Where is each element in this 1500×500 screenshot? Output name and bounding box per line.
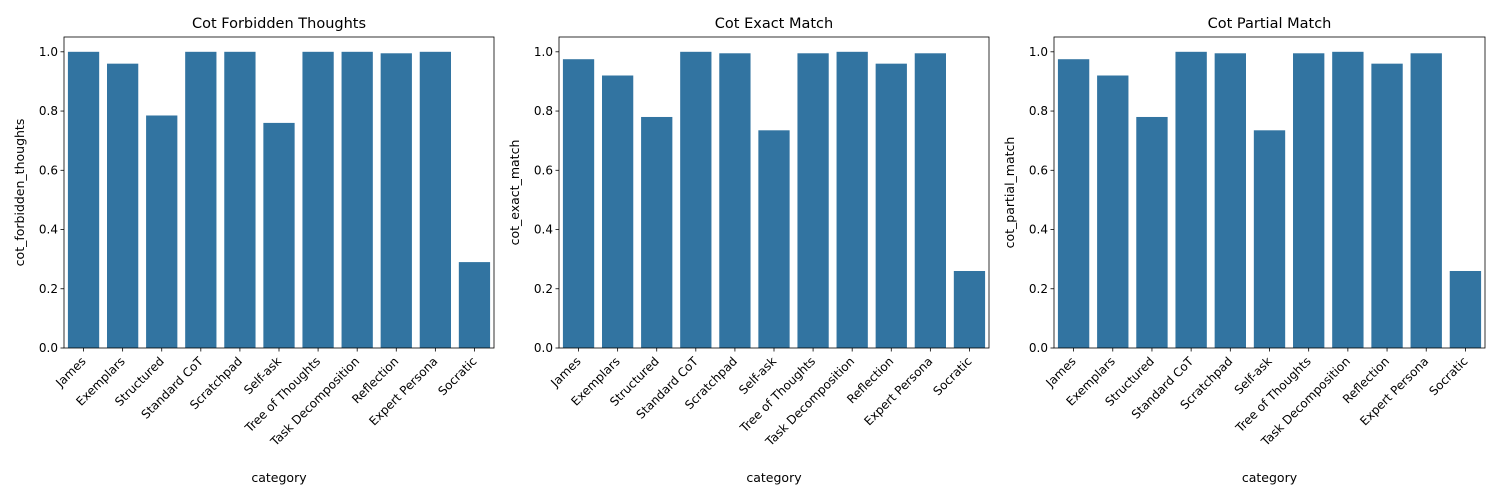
bar — [719, 53, 751, 348]
y-tick-label: 0.0 — [1029, 341, 1048, 355]
bar — [341, 51, 373, 349]
bar — [107, 63, 139, 348]
x-tick-label: James — [547, 354, 583, 390]
bar — [1449, 270, 1482, 348]
bar — [1410, 53, 1442, 348]
bar — [67, 51, 100, 349]
y-tick-label: 0.0 — [39, 341, 58, 355]
bar — [263, 122, 295, 349]
x-axis-label: category — [746, 470, 802, 485]
bar — [641, 116, 673, 348]
y-tick-label: 0.8 — [39, 104, 58, 118]
y-axis-label: cot_exact_match — [507, 140, 522, 246]
y-tick-label: 0.4 — [1029, 223, 1048, 237]
x-axis-label: category — [251, 470, 307, 485]
bar — [224, 51, 256, 349]
chart-panel-1: 0.00.20.40.60.81.0JamesExemplarsStructur… — [12, 16, 495, 485]
bar — [185, 51, 217, 349]
bar — [875, 63, 907, 348]
bar — [953, 270, 986, 348]
bar — [1332, 51, 1364, 349]
x-tick-label: James — [1042, 354, 1078, 390]
y-tick-label: 0.4 — [39, 223, 58, 237]
y-tick-label: 0.2 — [1029, 282, 1048, 296]
bar — [562, 59, 595, 349]
x-axis-label: category — [1242, 470, 1298, 485]
bar — [1097, 75, 1129, 348]
y-axis-label: cot_partial_match — [1002, 137, 1017, 249]
y-tick-label: 1.0 — [39, 45, 58, 59]
bar — [146, 115, 178, 349]
x-tick-label: Socratic — [930, 354, 974, 398]
y-tick-label: 0.6 — [1029, 163, 1048, 177]
bar — [1371, 63, 1403, 348]
bar — [1175, 51, 1207, 349]
bar — [680, 51, 712, 349]
chart-title: Cot Exact Match — [715, 16, 833, 32]
bar — [836, 51, 868, 349]
y-tick-label: 0.8 — [534, 104, 553, 118]
chart-panel-2: 0.00.20.40.60.81.0JamesExemplarsStructur… — [507, 16, 990, 485]
bar — [1136, 116, 1168, 348]
x-tick-label: James — [52, 354, 88, 390]
y-tick-label: 0.2 — [39, 282, 58, 296]
x-tick-label: Socratic — [1426, 354, 1470, 398]
y-tick-label: 0.2 — [534, 282, 553, 296]
bar — [602, 75, 634, 348]
y-tick-label: 1.0 — [534, 45, 553, 59]
x-tick-label: Socratic — [435, 354, 479, 398]
bar — [1293, 53, 1325, 348]
y-tick-label: 0.6 — [534, 163, 553, 177]
chart-title: Cot Forbidden Thoughts — [192, 16, 366, 32]
bar — [758, 130, 790, 348]
bar — [914, 53, 946, 348]
bar — [797, 53, 829, 348]
x-tick-label: Expert Persona — [861, 354, 935, 428]
bar — [1057, 59, 1090, 349]
bar — [380, 53, 412, 348]
y-tick-label: 1.0 — [1029, 45, 1048, 59]
bar — [1253, 130, 1286, 348]
chart-panel-3: 0.00.20.40.60.81.0JamesExemplarsStructur… — [1002, 16, 1486, 485]
y-tick-label: 0.6 — [39, 163, 58, 177]
x-tick-label: Expert Persona — [1357, 354, 1431, 428]
y-axis-label: cot_forbidden_thoughts — [12, 119, 27, 267]
y-tick-label: 0.0 — [534, 341, 553, 355]
bar — [458, 262, 491, 348]
y-tick-label: 0.8 — [1029, 104, 1048, 118]
bar — [1214, 53, 1246, 348]
x-tick-label: Expert Persona — [366, 354, 440, 428]
bar — [419, 51, 451, 349]
y-tick-label: 0.4 — [534, 223, 553, 237]
chart-title: Cot Partial Match — [1208, 16, 1332, 32]
bar — [302, 51, 334, 349]
